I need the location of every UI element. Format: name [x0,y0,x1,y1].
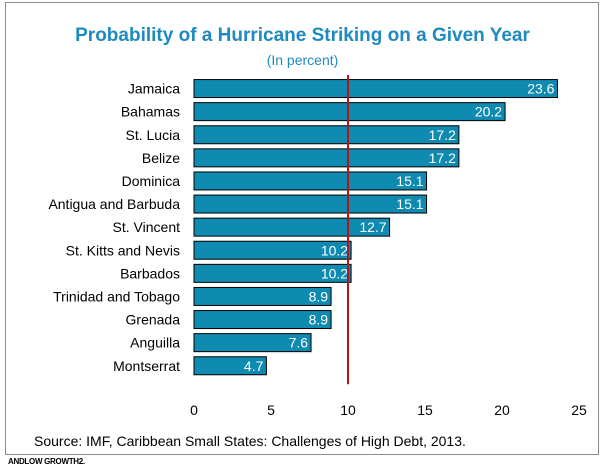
data-label: 15.1 [396,196,423,212]
category-label: Belize [142,150,180,166]
bar [193,194,428,214]
category-label: St. Lucia [126,127,181,143]
data-label: 23.6 [527,81,554,97]
source-note: Source: IMF, Caribbean Small States: Cha… [34,433,466,449]
category-label: St. Vincent [113,219,181,235]
x-tick-label: 25 [571,402,587,418]
category-label: Grenada [126,312,181,328]
data-label: 7.6 [289,335,309,351]
chart-frame [5,2,599,455]
category-label: Bahamas [121,104,180,120]
category-label: St. Kitts and Nevis [66,242,180,258]
bar [193,217,391,237]
bar [193,310,332,330]
bar [193,79,558,99]
bar [193,333,312,353]
data-label: 10.2 [321,242,348,258]
bar [193,125,460,145]
bar [193,148,460,168]
data-label: 15.1 [396,173,423,189]
category-label: Dominica [122,173,181,189]
bar [193,263,352,283]
bar [193,240,352,260]
data-label: 17.2 [429,127,456,143]
x-tick-label: 15 [417,402,433,418]
data-label: 8.9 [309,288,329,304]
data-label: 8.9 [309,312,329,328]
footnote: ANDLOW GROWTH2. [8,457,85,466]
category-label: Anguilla [130,335,180,351]
data-label: 12.7 [359,219,386,235]
chart-title: Probability of a Hurricane Striking on a… [75,25,530,46]
chart-subtitle: (In percent) [266,52,339,68]
category-label: Antigua and Barbuda [48,196,180,212]
category-label: Barbados [120,265,180,281]
data-label: 10.2 [321,265,348,281]
x-tick-label: 5 [267,402,275,418]
bar [193,102,506,122]
data-label: 20.2 [475,104,502,120]
category-label: Jamaica [128,81,180,97]
x-tick-label: 20 [494,402,510,418]
x-tick-label: 10 [340,402,356,418]
bar [193,356,267,376]
category-label: Montserrat [113,358,180,374]
category-label: Trinidad and Tobago [53,288,180,304]
x-tick-label: 0 [190,402,198,418]
data-label: 17.2 [429,150,456,166]
bar [193,171,428,191]
bar [193,286,332,306]
data-label: 4.7 [244,358,264,374]
